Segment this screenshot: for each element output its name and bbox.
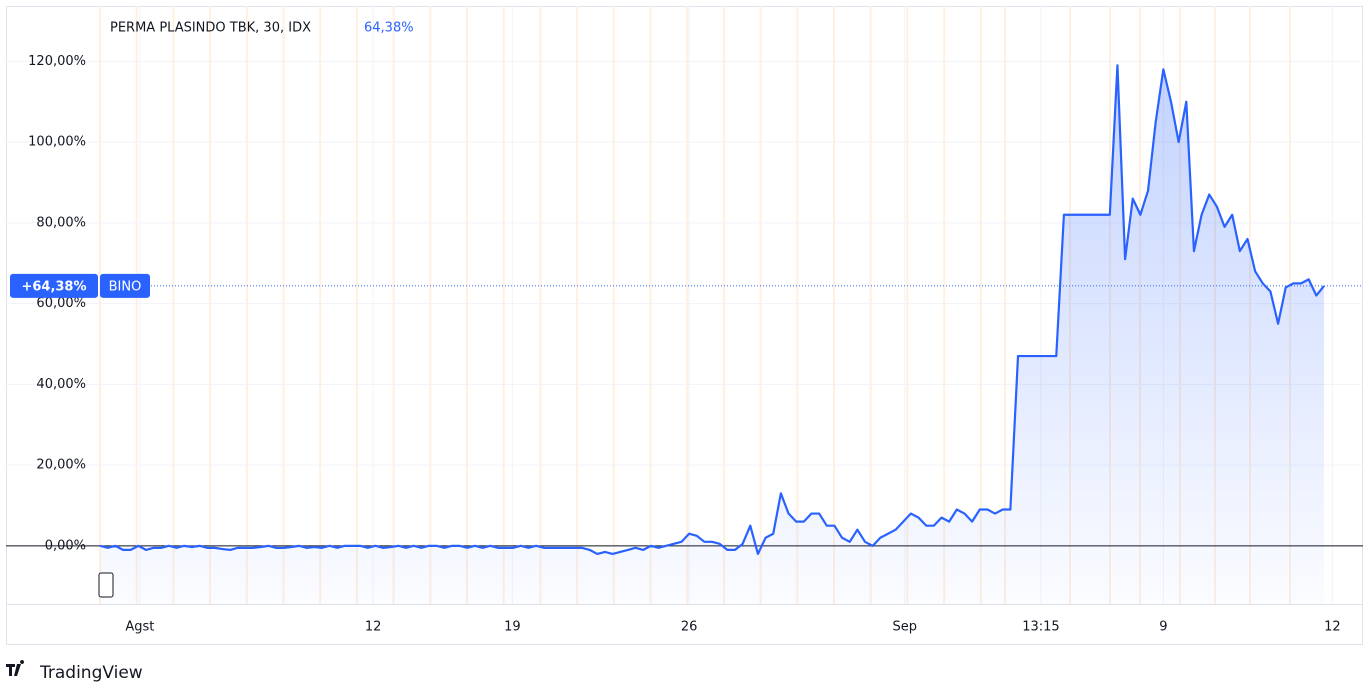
plot-layer [99, 64, 1363, 605]
y-tick-label: 60,00% [36, 296, 86, 311]
y-tick-label: 20,00% [36, 458, 86, 473]
y-tick-label: 0,00% [45, 538, 86, 553]
y-tick-label: 40,00% [36, 377, 86, 392]
x-tick-label: Sep [893, 620, 918, 635]
last-value-tag [10, 273, 98, 298]
x-tick-label: 13:15 [1022, 620, 1059, 635]
x-tick-label: 19 [504, 620, 521, 635]
brand-name: TradingView [39, 663, 143, 683]
brand-logo: TradingView [6, 660, 143, 683]
header-value: 64,38% [364, 21, 414, 36]
last-value-label: +64,38% [21, 279, 86, 294]
x-tick-label: 12 [1324, 620, 1341, 635]
chart-title: PERMA PLASINDO TBK, 30, IDX [110, 21, 311, 36]
symbol-label: BINO [109, 279, 142, 294]
x-tick-label: 9 [1159, 620, 1167, 635]
x-tick-label: 26 [681, 620, 698, 635]
y-tick-label: 120,00% [28, 54, 86, 69]
price-line [99, 64, 1325, 556]
x-tick-label: 12 [365, 620, 382, 635]
labels-layer: 0,00% 20,00% 40,00% 60,00% 80,00% 100,00% 120,… [10, 54, 1341, 635]
x-tick-label: Agst [125, 620, 154, 635]
area-fill [100, 65, 1324, 605]
y-tick-label: 80,00% [36, 215, 86, 230]
tool-icon[interactable] [98, 572, 114, 598]
y-tick-label: 100,00% [28, 135, 86, 150]
symbol-tag [100, 273, 150, 298]
